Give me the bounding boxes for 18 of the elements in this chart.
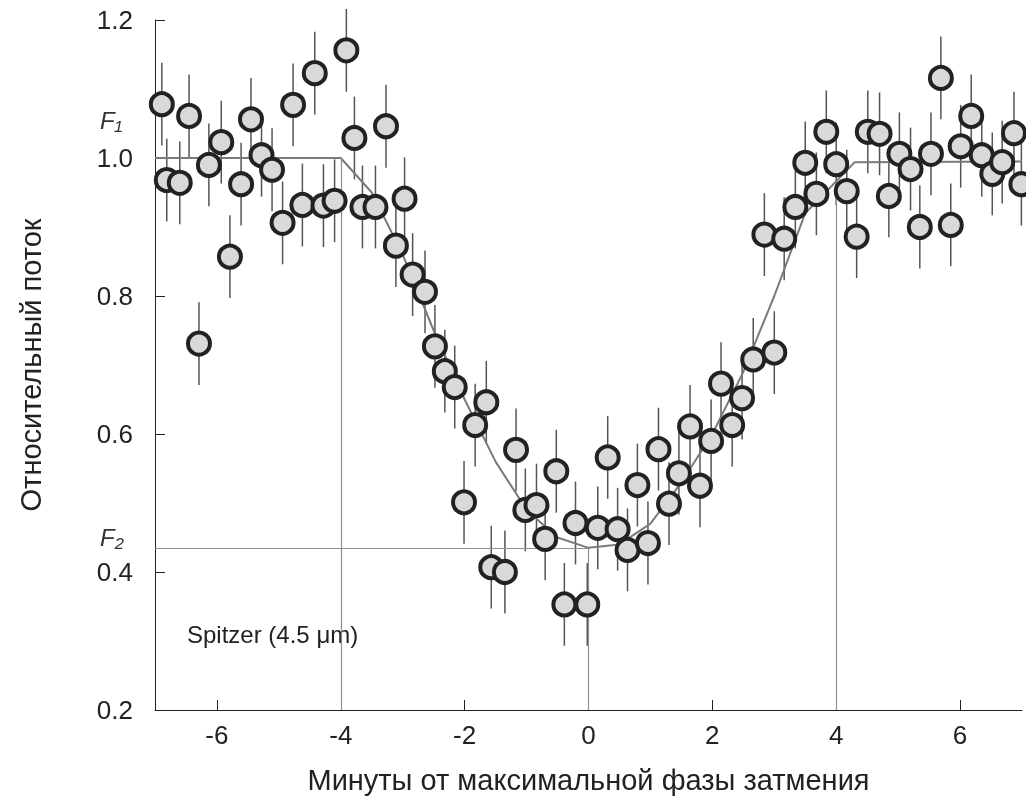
x-tick-label: 2: [705, 720, 720, 750]
annotation: F₁: [100, 106, 123, 134]
x-tick-label: -2: [453, 720, 477, 750]
annotation: Spitzer (4.5 μm): [187, 620, 359, 648]
y-tick-label: 1.0: [96, 143, 133, 173]
y-tick-label: 1.2: [96, 5, 133, 35]
x-tick-label: -6: [205, 720, 229, 750]
x-tick-label: -4: [329, 720, 353, 750]
x-tick-label: 0: [581, 720, 596, 750]
x-tick-label: 6: [952, 720, 968, 750]
y-tick-label: 0.6: [96, 419, 133, 449]
y-tick-label: 0.8: [96, 281, 133, 311]
y-axis-title: Относительный поток: [14, 218, 47, 512]
x-tick-label: 4: [828, 720, 844, 750]
y-tick-label: 0.2: [96, 695, 133, 725]
y-tick-label: 0.4: [96, 557, 133, 587]
x-axis-title: Минуты от максимальной фазы затмения: [307, 763, 870, 796]
annotation: F₂: [100, 524, 124, 552]
